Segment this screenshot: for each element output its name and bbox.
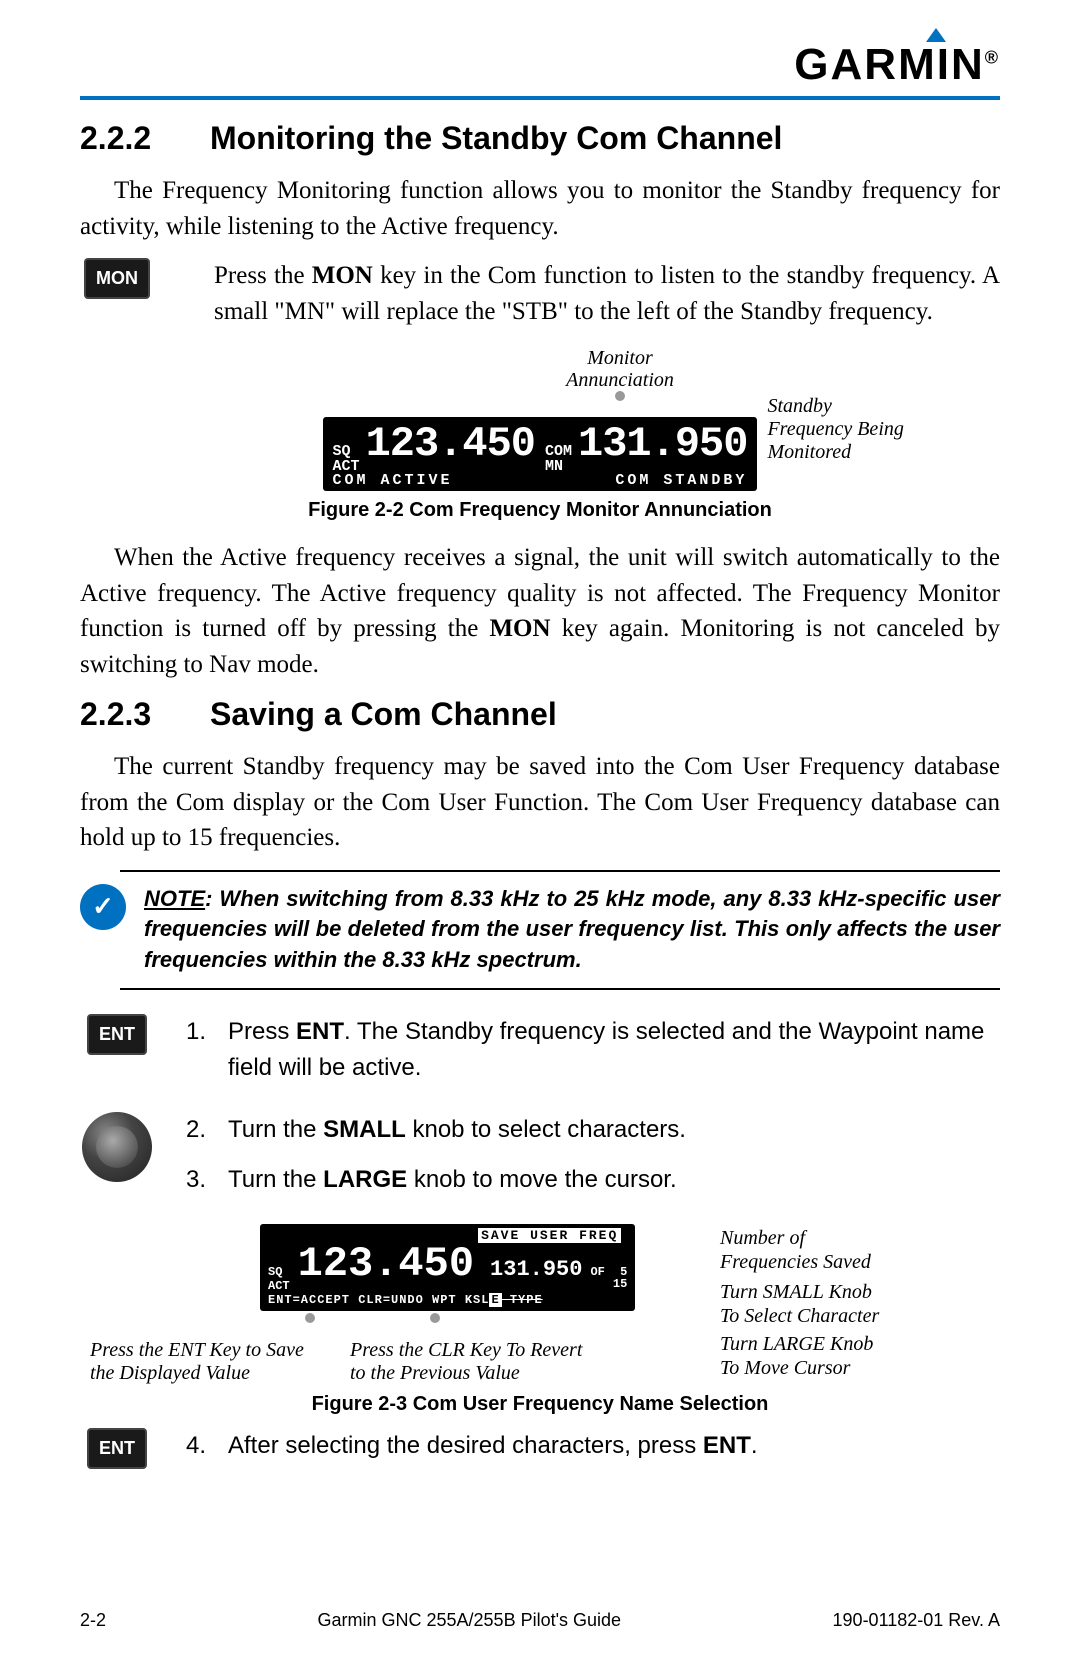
- lcd-standby-freq: 131.950: [578, 423, 747, 465]
- section-heading-222: 2.2.2 Monitoring the Standby Com Channel: [80, 120, 1000, 157]
- step-4: 4.After selecting the desired characters…: [186, 1428, 1000, 1464]
- lcd-display-fig1: SQACT 123.450 COMMN 131.950 COM ACTIVE C…: [323, 417, 758, 491]
- annot-small-knob: Turn SMALL Knob To Select Character: [720, 1280, 879, 1328]
- mon-instruction-text: Press the MON key in the Com function to…: [214, 258, 1000, 329]
- footer-page: 2-2: [80, 1610, 106, 1631]
- section-number: 2.2.3: [80, 696, 170, 733]
- figure-2-2: Monitor Annunciation SQACT 123.450 COMMN…: [80, 347, 1000, 522]
- note-text: NOTE: When switching from 8.33 kHz to 25…: [144, 884, 1000, 976]
- annot-num-saved: Number of Frequencies Saved: [720, 1226, 871, 1274]
- annot-ent-save: Press the ENT Key to Save the Displayed …: [80, 1339, 340, 1385]
- mon-key-icon: MON: [84, 258, 150, 299]
- knob-icon: [82, 1112, 152, 1182]
- page-header: GARMIN®: [80, 40, 1000, 90]
- lcd2-standby-freq: 131.950: [490, 1257, 582, 1282]
- note-box: ✓ NOTE: When switching from 8.33 kHz to …: [120, 870, 1000, 990]
- lcd-active-freq: 123.450: [366, 423, 535, 465]
- section-number: 2.2.2: [80, 120, 170, 157]
- mon-instruction-row: MON Press the MON key in the Com functio…: [80, 258, 1000, 329]
- paragraph-monitor-behavior: When the Active frequency receives a sig…: [80, 540, 1000, 682]
- annot-standby: Standby Frequency Being Monitored: [767, 395, 967, 464]
- figure-2-3-caption: Figure 2-3 Com User Frequency Name Selec…: [80, 1393, 1000, 1416]
- garmin-logo: GARMIN®: [794, 40, 1000, 90]
- figure-2-2-caption: Figure 2-2 Com Frequency Monitor Annunci…: [80, 499, 1000, 522]
- paragraph-intro: The Frequency Monitoring function allows…: [80, 173, 1000, 244]
- step-4-row: ENT 4.After selecting the desired charac…: [80, 1428, 1000, 1478]
- header-rule: [80, 96, 1000, 100]
- steps-2-3-row: 2.Turn the SMALL knob to select characte…: [80, 1112, 1000, 1212]
- page-footer: 2-2 Garmin GNC 255A/255B Pilot's Guide 1…: [80, 1610, 1000, 1631]
- annot-monitor: Monitor Annunciation: [566, 347, 674, 413]
- section-title: Saving a Com Channel: [210, 696, 557, 733]
- step-1: 1.Press ENT. The Standby frequency is se…: [186, 1014, 1000, 1086]
- section-title: Monitoring the Standby Com Channel: [210, 120, 782, 157]
- paragraph-saving: The current Standby frequency may be sav…: [80, 749, 1000, 856]
- step-3: 3.Turn the LARGE knob to move the cursor…: [186, 1162, 1000, 1198]
- section-heading-223: 2.2.3 Saving a Com Channel: [80, 696, 1000, 733]
- annot-clr-revert: Press the CLR Key To Revert to the Previ…: [340, 1339, 620, 1385]
- footer-rev: 190-01182-01 Rev. A: [833, 1610, 1000, 1631]
- ent-key-icon: ENT: [87, 1428, 147, 1469]
- lcd-display-fig2: SAVE USER FREQ SQACT 123.450 131.950 OF …: [260, 1224, 635, 1311]
- garmin-triangle-icon: [926, 28, 946, 42]
- step-2: 2.Turn the SMALL knob to select characte…: [186, 1112, 1000, 1148]
- lcd2-active-freq: 123.450: [298, 1243, 474, 1285]
- note-check-icon: ✓: [80, 884, 126, 930]
- step-1-row: ENT 1.Press ENT. The Standby frequency i…: [80, 1014, 1000, 1100]
- brand-text: GARMIN: [794, 40, 984, 89]
- footer-title: Garmin GNC 255A/255B Pilot's Guide: [317, 1610, 621, 1631]
- ent-key-icon: ENT: [87, 1014, 147, 1055]
- figure-2-3: Number of Frequencies Saved Turn SMALL K…: [80, 1224, 1000, 1416]
- annot-large-knob: Turn LARGE Knob To Move Cursor: [720, 1332, 873, 1380]
